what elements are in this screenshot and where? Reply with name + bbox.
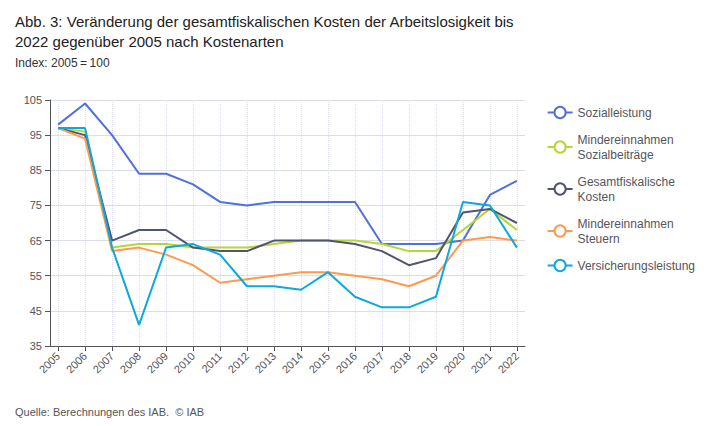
svg-text:2007: 2007: [91, 350, 117, 376]
svg-text:65: 65: [30, 235, 42, 247]
svg-text:2006: 2006: [64, 350, 90, 376]
svg-text:2014: 2014: [279, 350, 305, 376]
svg-text:2022: 2022: [495, 350, 521, 376]
svg-text:Index: 2005 = 100: Index: 2005 = 100: [15, 56, 110, 70]
svg-text:2010: 2010: [172, 350, 198, 376]
svg-text:75: 75: [30, 199, 42, 211]
svg-text:2018: 2018: [387, 350, 413, 376]
svg-text:2011: 2011: [199, 350, 224, 375]
svg-text:85: 85: [30, 164, 42, 176]
svg-text:2015: 2015: [306, 350, 332, 376]
svg-text:2012: 2012: [225, 350, 251, 376]
svg-text:Gesamtfiskalische: Gesamtfiskalische: [578, 175, 676, 189]
svg-text:Mindereinnahmen: Mindereinnahmen: [578, 133, 674, 147]
svg-text:Kosten: Kosten: [578, 190, 615, 204]
svg-text:Sozialbeiträge: Sozialbeiträge: [578, 148, 654, 162]
svg-text:Mindereinnahmen: Mindereinnahmen: [578, 217, 674, 231]
svg-text:2021: 2021: [468, 350, 494, 376]
svg-text:2005: 2005: [37, 350, 63, 376]
svg-text:2009: 2009: [145, 350, 171, 376]
svg-text:55: 55: [30, 270, 42, 282]
svg-text:2019: 2019: [414, 350, 440, 376]
svg-text:Abb. 3: Veränderung der gesamt: Abb. 3: Veränderung der gesamtfiskalisch…: [15, 13, 514, 30]
svg-text:2008: 2008: [118, 350, 144, 376]
svg-text:45: 45: [30, 305, 42, 317]
svg-text:105: 105: [24, 94, 42, 106]
svg-text:2013: 2013: [252, 350, 278, 376]
svg-text:2016: 2016: [333, 350, 359, 376]
svg-text:Sozialleistung: Sozialleistung: [578, 106, 652, 120]
svg-text:Quelle: Berechnungen des IAB.: Quelle: Berechnungen des IAB. © IAB: [15, 406, 204, 418]
svg-text:95: 95: [30, 129, 42, 141]
svg-text:35: 35: [30, 340, 42, 352]
svg-text:2017: 2017: [360, 350, 386, 376]
svg-text:Versicherungsleistung: Versicherungsleistung: [578, 259, 695, 273]
svg-text:2020: 2020: [441, 350, 467, 376]
svg-text:Steuern: Steuern: [578, 232, 620, 246]
svg-text:2022 gegenüber 2005 nach Koste: 2022 gegenüber 2005 nach Kostenarten: [15, 33, 284, 50]
